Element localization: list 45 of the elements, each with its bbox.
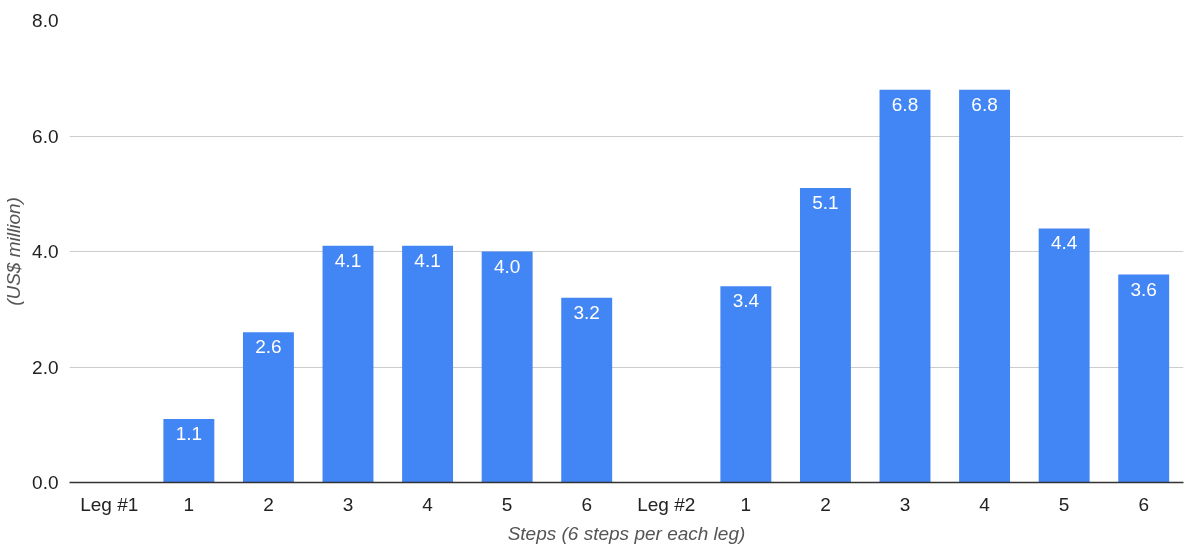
bar [720,286,772,483]
data-label: 4.1 [414,249,441,271]
x-tick-label: 3 [899,493,911,515]
data-label: 6.8 [971,93,998,115]
y-tick-label: 8.0 [32,10,59,31]
bar [561,297,613,483]
x-axis-title: Steps (6 steps per each leg) [507,522,746,544]
x-tick-label: 2 [820,493,831,515]
bar [481,251,533,483]
x-tick-label: 3 [342,493,354,515]
bar [959,89,1011,483]
x-tick-label: 1 [183,493,195,515]
data-label: 6.8 [891,93,919,115]
data-label: 4.0 [493,255,521,277]
x-tick-label: 5 [1058,493,1070,515]
data-label: 2.6 [255,336,282,358]
y-tick-label: 0.0 [32,472,59,493]
y-tick-label: 4.0 [32,241,59,262]
bar [799,187,851,483]
x-tick-label: Leg #2 [637,493,696,515]
bar [163,418,215,483]
x-tick-label: 1 [740,493,752,515]
x-tick-label: 5 [501,493,513,515]
y-tick-label: 6.0 [32,125,59,147]
bar [322,245,374,483]
x-tick-label: 4 [422,493,434,515]
bar [402,245,454,483]
data-label: 1.1 [175,422,203,444]
x-tick-label: 6 [1138,493,1150,515]
bar [879,89,931,483]
data-label: 5.1 [812,191,839,213]
data-label: 3.4 [732,290,760,312]
data-label: 4.1 [334,249,362,271]
data-label: 4.4 [1050,232,1078,254]
x-tick-label: 2 [263,493,274,515]
y-axis-title: (US$ million) [3,197,25,306]
bar [1038,228,1090,483]
y-tick-label: 2.0 [32,356,59,378]
bar [1118,274,1170,483]
data-label: 3.6 [1130,278,1157,300]
data-label: 3.2 [573,301,600,323]
x-tick-label: 6 [581,493,593,515]
x-tick-label: Leg #1 [80,493,139,515]
bar [242,332,294,483]
x-tick-label: 4 [979,493,991,515]
